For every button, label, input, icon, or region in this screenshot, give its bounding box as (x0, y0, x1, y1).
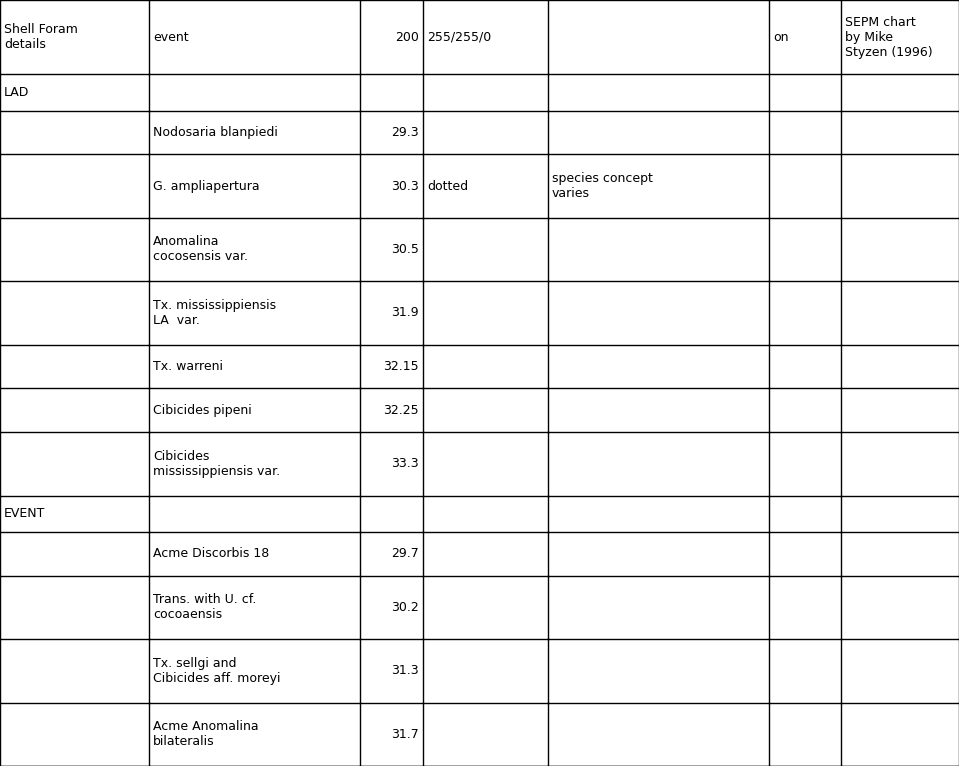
Text: Tx. sellgi and
Cibicides aff. moreyi: Tx. sellgi and Cibicides aff. moreyi (153, 656, 280, 685)
Text: Acme Discorbis 18: Acme Discorbis 18 (153, 547, 269, 560)
Text: event: event (153, 31, 189, 44)
Text: 200: 200 (395, 31, 419, 44)
Text: Anomalina
cocosensis var.: Anomalina cocosensis var. (153, 235, 248, 264)
Text: 30.5: 30.5 (391, 243, 419, 256)
Text: on: on (773, 31, 788, 44)
Text: species concept
varies: species concept varies (552, 172, 653, 200)
Text: EVENT: EVENT (4, 507, 45, 520)
Text: 31.7: 31.7 (391, 728, 419, 741)
Text: 30.3: 30.3 (391, 179, 419, 192)
Text: Acme Anomalina
bilateralis: Acme Anomalina bilateralis (153, 720, 259, 748)
Text: Trans. with U. cf.
cocoaensis: Trans. with U. cf. cocoaensis (153, 594, 256, 621)
Text: Cibicides pipeni: Cibicides pipeni (153, 404, 252, 417)
Text: Nodosaria blanpiedi: Nodosaria blanpiedi (153, 126, 278, 139)
Text: 29.3: 29.3 (391, 126, 419, 139)
Text: 32.25: 32.25 (384, 404, 419, 417)
Text: 31.3: 31.3 (391, 664, 419, 677)
Text: 30.2: 30.2 (391, 601, 419, 614)
Text: 32.15: 32.15 (384, 360, 419, 373)
Text: G. ampliapertura: G. ampliapertura (153, 179, 260, 192)
Text: Tx. warreni: Tx. warreni (153, 360, 223, 373)
Text: Cibicides
mississippiensis var.: Cibicides mississippiensis var. (153, 450, 280, 478)
Text: dotted: dotted (427, 179, 468, 192)
Text: SEPM chart
by Mike
Styzen (1996): SEPM chart by Mike Styzen (1996) (845, 16, 932, 59)
Text: 33.3: 33.3 (391, 457, 419, 470)
Text: Tx. mississippiensis
LA  var.: Tx. mississippiensis LA var. (153, 299, 276, 327)
Text: Shell Foram
details: Shell Foram details (4, 23, 78, 51)
Text: 29.7: 29.7 (391, 547, 419, 560)
Text: 31.9: 31.9 (391, 306, 419, 319)
Text: 255/255/0: 255/255/0 (427, 31, 491, 44)
Text: LAD: LAD (4, 86, 30, 99)
